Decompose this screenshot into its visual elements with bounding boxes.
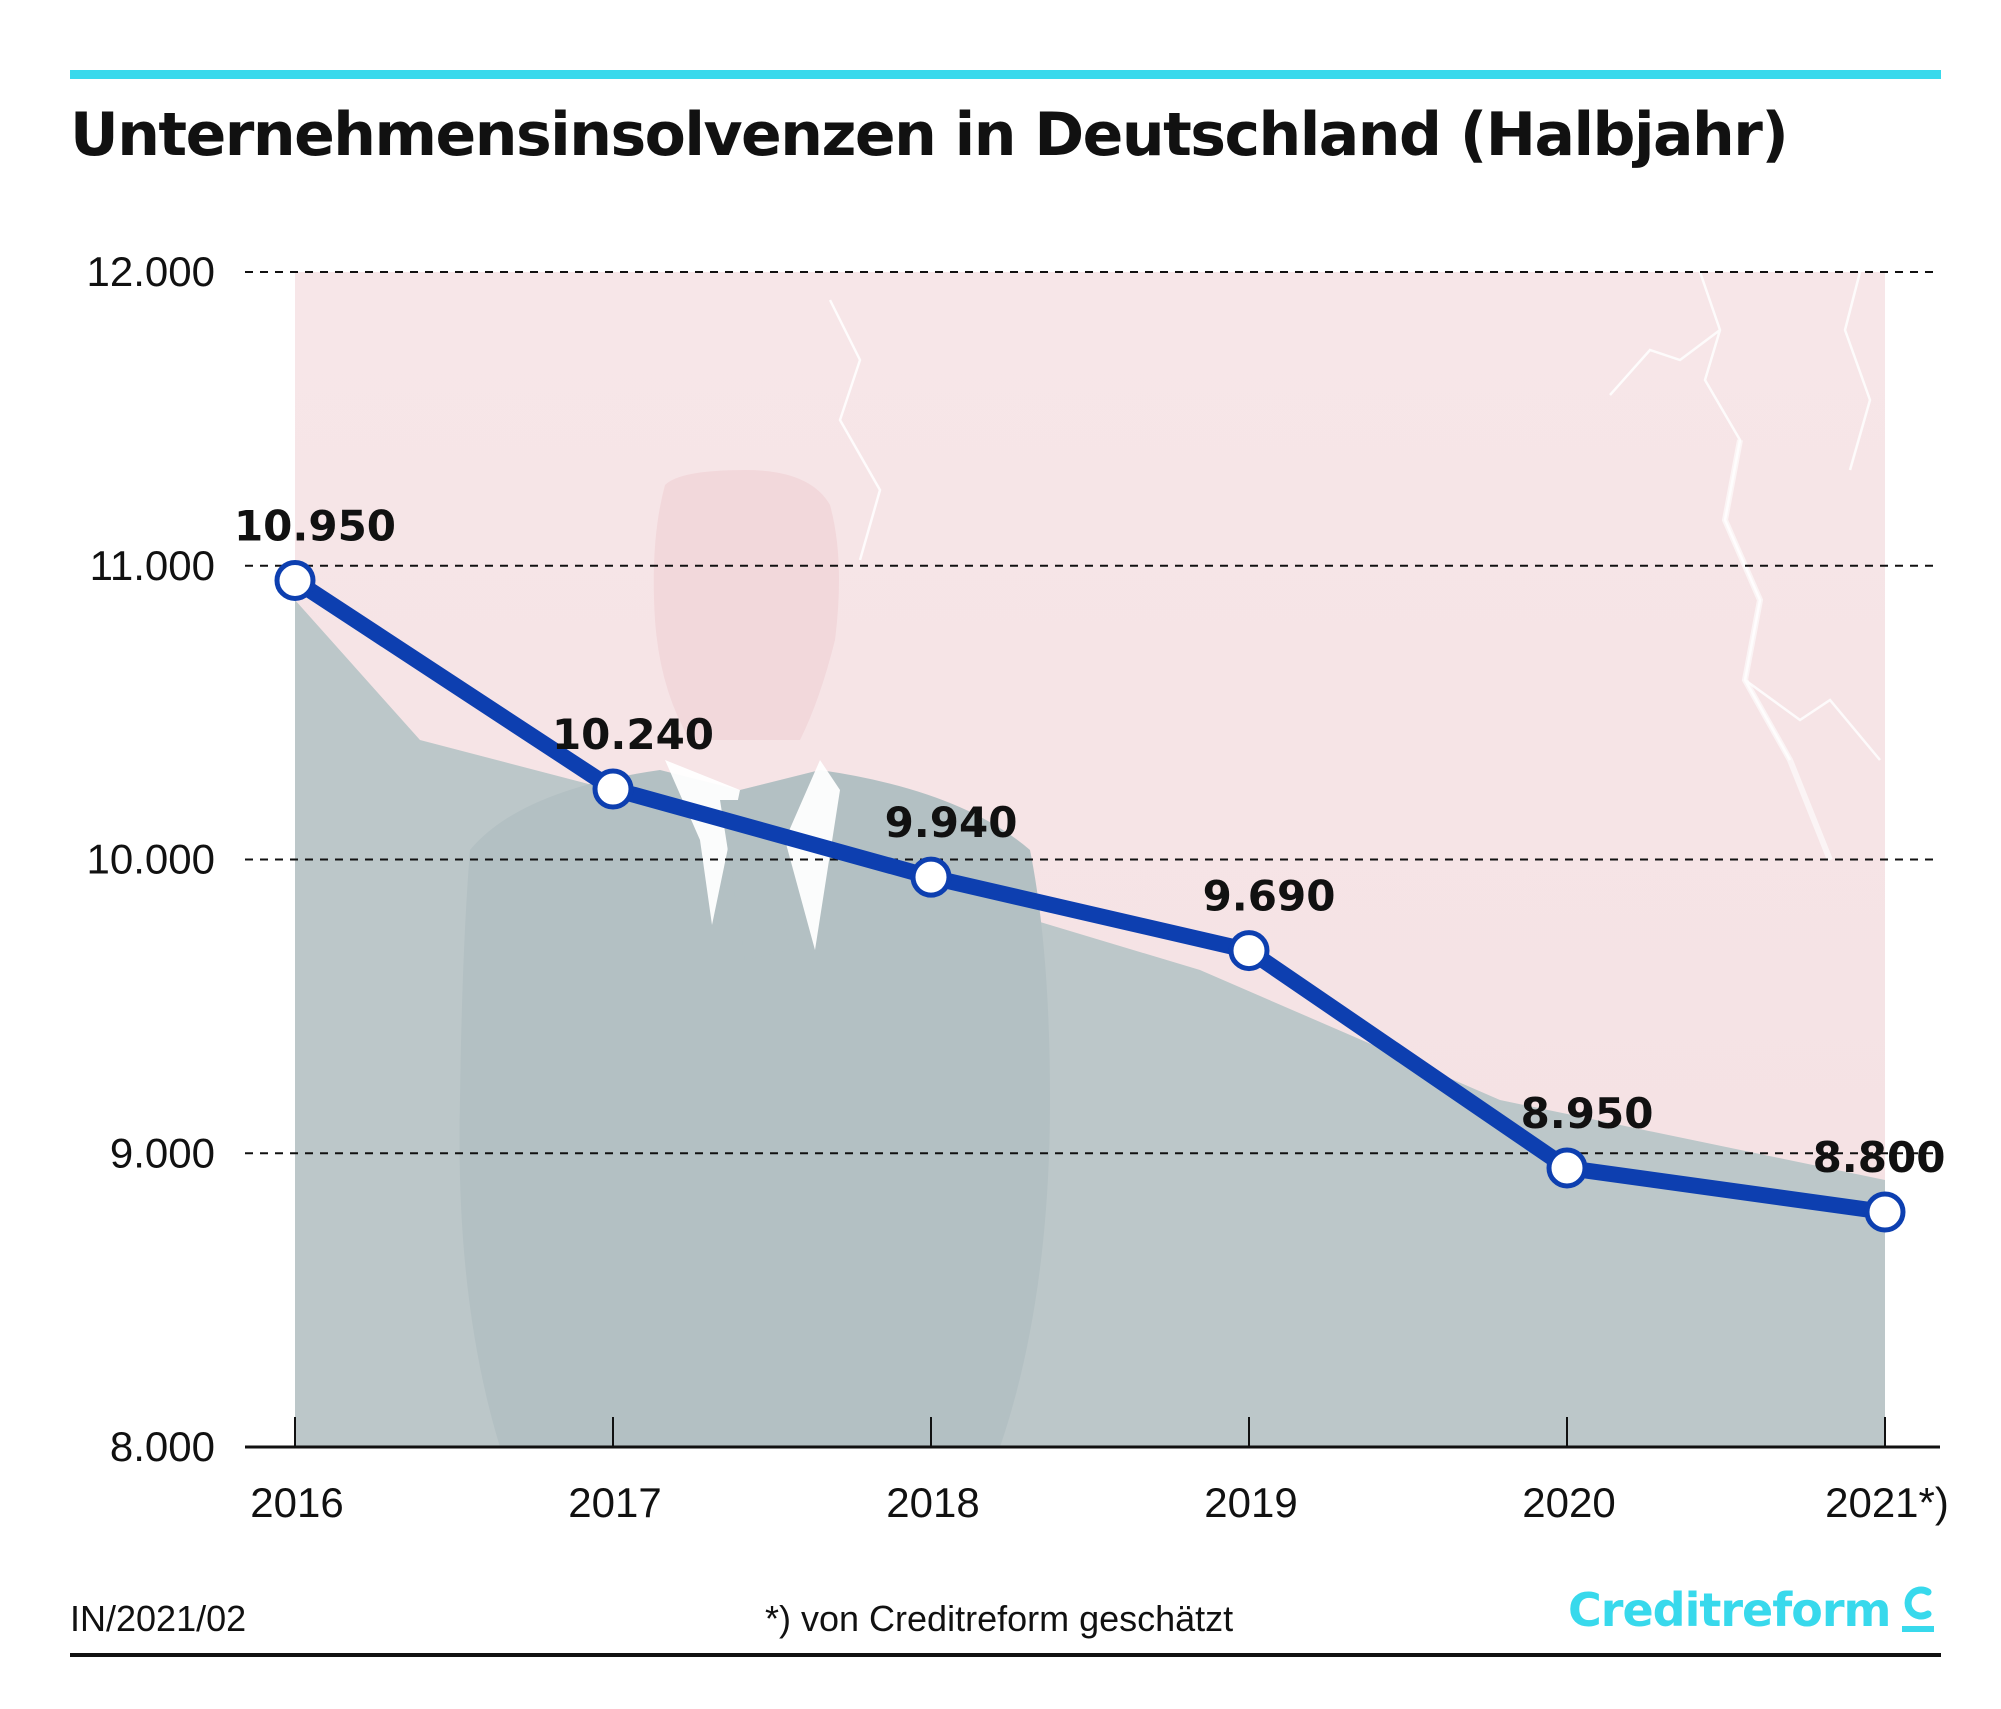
data-label: 9.940 — [885, 798, 1018, 847]
data-point-marker — [1546, 1147, 1588, 1189]
x-tick-label: 2016 — [250, 1479, 343, 1526]
y-axis-ticks: 8.000 9.000 10.000 11.000 12.000 — [87, 248, 215, 1470]
y-tick-label: 10.000 — [87, 836, 215, 883]
y-tick-label: 12.000 — [87, 248, 215, 295]
data-label: 8.950 — [1521, 1089, 1654, 1138]
y-tick-label: 11.000 — [90, 542, 215, 589]
y-tick-label: 8.000 — [110, 1423, 215, 1470]
brand-logo: Creditreform — [1568, 1583, 1938, 1637]
data-point-marker — [592, 768, 634, 810]
x-axis: 2016 2017 2018 2019 2020 2021*) — [245, 1417, 1949, 1526]
data-point-marker — [1228, 930, 1270, 972]
x-tick-label: 2019 — [1204, 1479, 1297, 1526]
series-line — [287, 572, 1893, 1220]
data-label: 9.690 — [1203, 872, 1336, 921]
data-point-marker — [1864, 1191, 1906, 1233]
top-accent-rule — [70, 70, 1941, 79]
data-labels: 10.950 10.240 9.940 9.690 8.950 8.800 — [234, 501, 1945, 1182]
data-point-marker — [910, 856, 952, 898]
x-tick-label: 2017 — [568, 1479, 661, 1526]
brand-name: Creditreform — [1568, 1583, 1891, 1637]
x-tick-label: 2020 — [1522, 1479, 1615, 1526]
data-label: 10.240 — [552, 710, 714, 759]
footer-code: IN/2021/02 — [70, 1598, 247, 1639]
gridlines — [245, 271, 1940, 1155]
footer-note: *) von Creditreform geschätzt — [765, 1598, 1234, 1639]
series-markers — [274, 559, 1906, 1233]
x-tick-label: 2018 — [886, 1479, 979, 1526]
creditreform-logo-icon — [1902, 1586, 1935, 1632]
data-label: 8.800 — [1813, 1133, 1946, 1182]
series-line-path — [287, 572, 1893, 1220]
data-point-marker — [274, 559, 316, 601]
footer-rule — [70, 1653, 1941, 1657]
data-label: 10.950 — [234, 501, 396, 550]
chart-title: Unternehmensinsolvenzen in Deutschland (… — [70, 100, 1789, 170]
x-tick-label: 2021*) — [1825, 1479, 1949, 1526]
y-tick-label: 9.000 — [110, 1129, 215, 1176]
